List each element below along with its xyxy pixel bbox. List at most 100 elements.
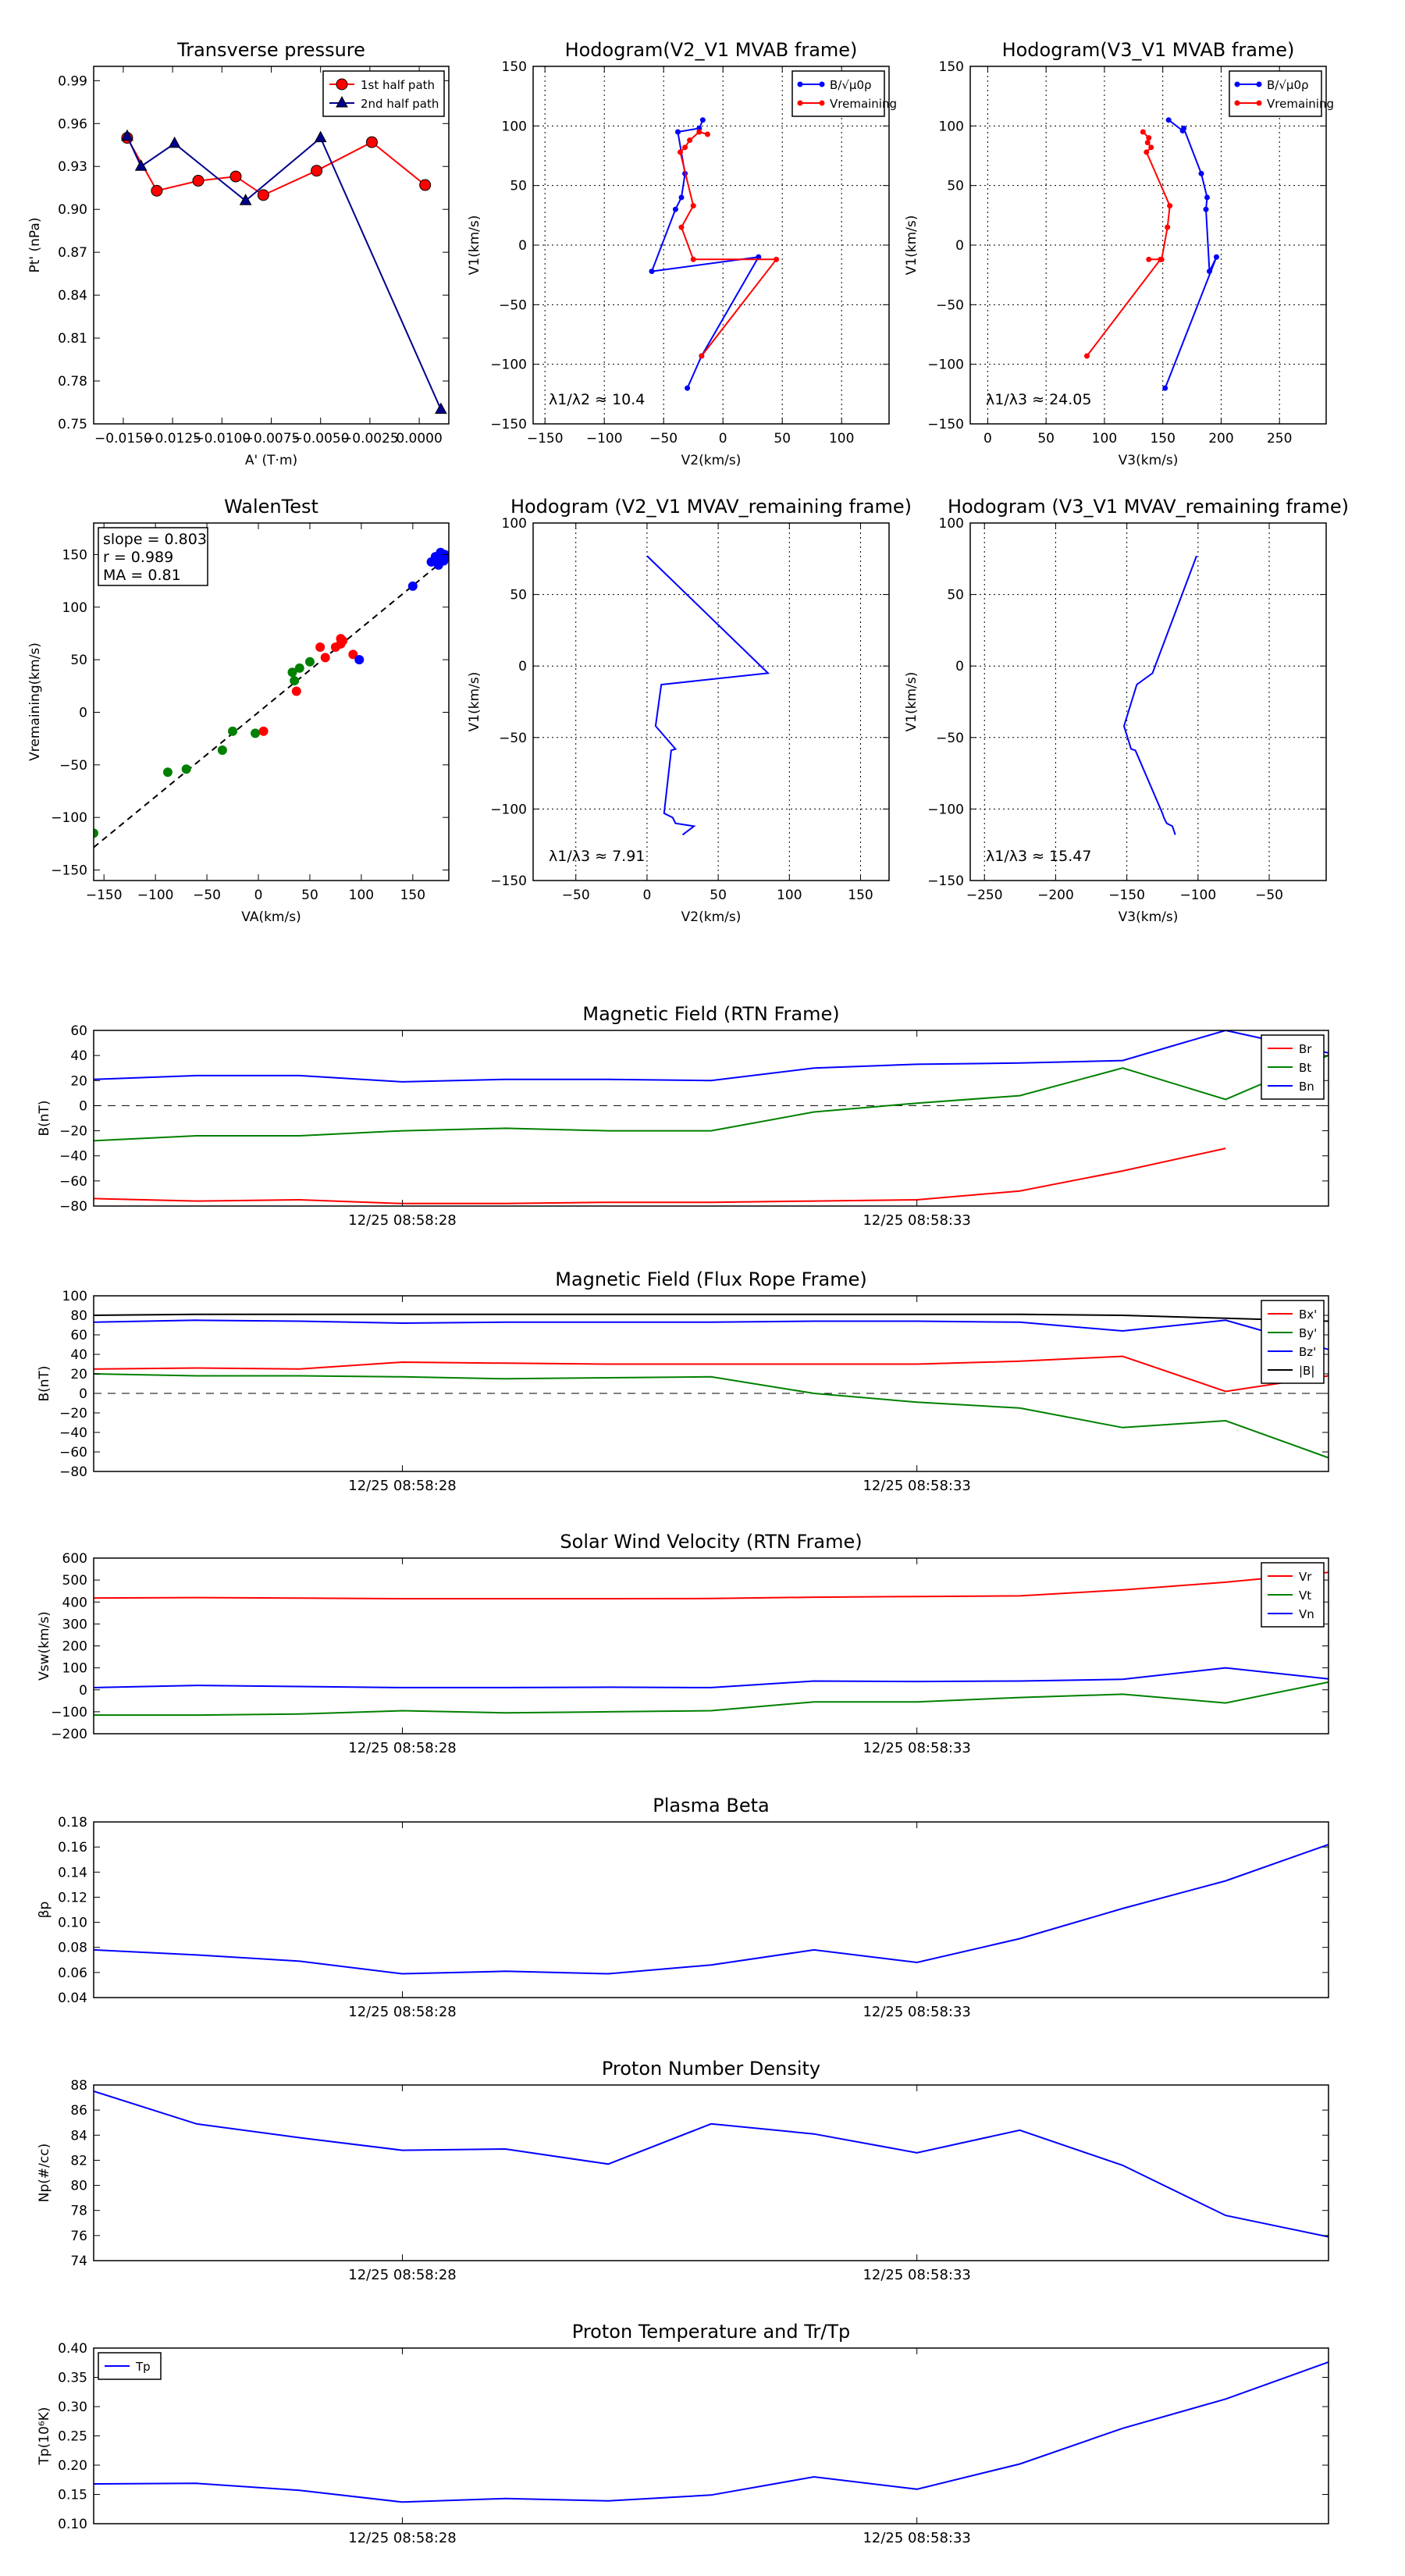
hodo-v2v1-mvab-point	[696, 129, 702, 135]
walen-test-xtick-label: 0	[254, 888, 263, 903]
hodo-v2v1-mvab-xtick-label: −50	[649, 431, 678, 447]
sw-velocity-series-vn	[94, 1667, 1329, 1688]
proton-temp-ylabel: Tp(10⁶K)	[37, 2407, 52, 2465]
transverse-pressure-legend	[322, 70, 445, 117]
transverse-pressure-ylabel: Pt' (nPa)	[27, 218, 43, 273]
hodo-v3v1-mvab-xtick-label: 200	[1208, 431, 1233, 447]
hodo-v3v1-mvab-ytick-label: 50	[947, 179, 964, 194]
proton-density-chart: 12/25 08:58:28 12/25 08:58:33 74 76 78 80 82 84…	[37, 2058, 1329, 2283]
plasma-beta-ytick-label: 0.06	[58, 1966, 87, 1981]
walen-test-point	[354, 655, 365, 665]
hodo-v3v1-mvab-point	[1165, 224, 1171, 230]
proton-density-ytick-label: 76	[70, 2229, 87, 2244]
sw-velocity-ytick-label: 600	[62, 1551, 87, 1567]
walen-test-point	[181, 764, 191, 774]
hodo-v2v1-mvab-ytick-label: −50	[499, 297, 527, 313]
hodo-v3v1-mvab-ytick-label: −50	[936, 297, 964, 313]
walen-test-xtick-label: 150	[400, 888, 425, 903]
hodo-v2v1-mvab-legend-marker	[797, 81, 803, 87]
proton-density-ytick-label: 78	[70, 2204, 87, 2219]
hodo-v2v1-mvab-ytick-label: 100	[502, 119, 527, 134]
hodo-v2v1-mvab-point	[699, 353, 705, 359]
plasma-beta-ytick-label: 0.16	[58, 1840, 87, 1856]
hodo-v3v1-mvab-legend-marker	[1256, 81, 1262, 87]
sw-velocity-xtick-label: 12/25 08:58:28	[348, 1740, 456, 1756]
proton-density-xtick-label: 12/25 08:58:28	[348, 2267, 456, 2283]
mag-fluxrope-xtick-label: 12/25 08:58:33	[863, 1478, 970, 1494]
hodo-v2v1-mvab-ytick-label: −150	[490, 417, 527, 432]
plasma-beta-axes-frame	[93, 1821, 1329, 1998]
hodo-v2v1-mvab-legend-label: B/√μ0ρ	[830, 78, 872, 92]
hodo-v2v1-mvav-annotation: λ1/λ3 ≈ 7.91	[549, 848, 645, 865]
hodo-v2v1-mvab-point	[649, 269, 655, 275]
hodo-v2v1-mvab-ytick-label: −100	[490, 358, 527, 373]
walen-test-ytick-label: −150	[51, 863, 87, 879]
sw-velocity-axes-frame	[93, 1557, 1329, 1735]
transverse-pressure-point	[239, 194, 252, 205]
hodo-v3v1-mvab-legend	[1229, 70, 1322, 117]
plasma-beta-xtick-label: 12/25 08:58:33	[863, 2004, 970, 2020]
hodo-v3v1-mvab-legend-marker	[1234, 81, 1240, 87]
hodo-v3v1-mvab-legend-marker	[1256, 100, 1262, 106]
hodo-v2v1-mvav-ytick-label: −100	[490, 802, 527, 817]
hodo-v3v1-mvav-xtick-label: −50	[1255, 888, 1283, 903]
hodo-v3v1-mvab-point	[1204, 194, 1211, 201]
sw-velocity-ytick-label: 100	[62, 1661, 87, 1677]
hodo-v3v1-mvav-annotation: λ1/λ3 ≈ 15.47	[986, 848, 1091, 865]
hodo-v3v1-mvab-point	[1203, 206, 1209, 212]
proton-temp-ytick-label: 0.35	[58, 2371, 87, 2386]
walen-test-chart: −150 −100 −50 0 50 100 150 −150 −100 −50 0 50 100 150…	[27, 496, 450, 925]
walen-test-xtick-label: −150	[86, 888, 123, 903]
sw-velocity-ylabel: Vsw(km/s)	[37, 1611, 52, 1681]
hodo-v2v1-mvab-legend-marker	[819, 100, 825, 106]
walen-test-ylabel: Vremaining(km/s)	[27, 642, 43, 761]
mag-fluxrope-xtick-label: 12/25 08:58:28	[348, 1478, 456, 1494]
hodo-v2v1-mvav-axes-frame	[532, 522, 890, 881]
hodo-v3v1-mvav-title: Hodogram (V3_V1 MVAV_remaining frame)	[948, 496, 1349, 518]
plasma-beta-title: Plasma Beta	[653, 1795, 769, 1816]
mag-fluxrope-series-by-	[94, 1373, 1329, 1459]
hodo-v2v1-mvab-xlabel: V2(km/s)	[681, 453, 742, 468]
mag-fluxrope-ytick-label: 40	[70, 1347, 87, 1363]
transverse-pressure-point	[314, 130, 327, 143]
hodo-v3v1-mvab-xtick-label: 50	[1037, 431, 1055, 447]
mag-fluxrope-chart: 12/25 08:58:28 12/25 08:58:33 −80 −60 −40 −20…	[37, 1268, 1329, 1494]
mag-rtn-ytick-label: 40	[70, 1048, 87, 1064]
walen-test-ytick-label: 150	[62, 547, 87, 563]
hodo-v2v1-mvab-point	[674, 129, 681, 135]
walen-test-point	[315, 642, 325, 652]
transverse-pressure-point	[311, 165, 323, 177]
hodo-v3v1-mvab-point	[1181, 125, 1187, 131]
hodo-v2v1-mvab-point	[774, 256, 780, 262]
transverse-pressure-xlabel: A' (T·m)	[245, 453, 297, 468]
walen-test-point	[407, 581, 418, 591]
transverse-pressure-ytick-label: 0.99	[58, 73, 87, 89]
hodo-v2v1-mvab-point	[704, 131, 710, 137]
mag-rtn-chart: 12/25 08:58:28 12/25 08:58:33 −80 −60 −40 −20…	[37, 1003, 1329, 1229]
mag-fluxrope-ylabel: B(nT)	[37, 1365, 52, 1401]
hodo-v2v1-mvav-xtick-label: 100	[777, 888, 802, 903]
transverse-pressure-point	[435, 402, 447, 415]
hodo-v3v1-mvab-point	[1148, 144, 1154, 151]
proton-temp-xtick-label: 12/25 08:58:33	[863, 2530, 970, 2546]
proton-temp-ytick-label: 0.40	[58, 2341, 87, 2357]
sw-velocity-xtick-label: 12/25 08:58:33	[863, 1740, 970, 1756]
hodo-v3v1-mvab-point	[1167, 203, 1173, 209]
transverse-pressure-point	[151, 184, 163, 197]
transverse-pressure-series-1st-half-path	[126, 137, 426, 197]
hodo-v3v1-mvav-xtick-label: −200	[1037, 888, 1074, 903]
mag-rtn-ytick-label: −60	[59, 1174, 87, 1190]
hodo-v2v1-mvav-ytick-label: 50	[510, 588, 527, 603]
mag-rtn-series-br	[94, 1147, 1226, 1204]
transverse-pressure-ytick-label: 0.90	[58, 202, 87, 218]
hodo-v2v1-mvab-xtick-label: 0	[719, 431, 727, 447]
hodo-v2v1-mvab-legend-label: Vremaining	[830, 97, 897, 111]
proton-density-ytick-label: 80	[70, 2179, 87, 2194]
mag-rtn-xtick-label: 12/25 08:58:33	[863, 1212, 970, 1229]
hodo-v2v1-mvav-xtick-label: 0	[643, 888, 652, 903]
walen-test-point	[291, 686, 301, 696]
hodo-v2v1-mvab-ytick-label: 50	[510, 179, 527, 194]
mag-fluxrope-legend-label: Bz'	[1299, 1345, 1316, 1359]
walen-test-xlabel: VA(km/s)	[241, 909, 301, 925]
